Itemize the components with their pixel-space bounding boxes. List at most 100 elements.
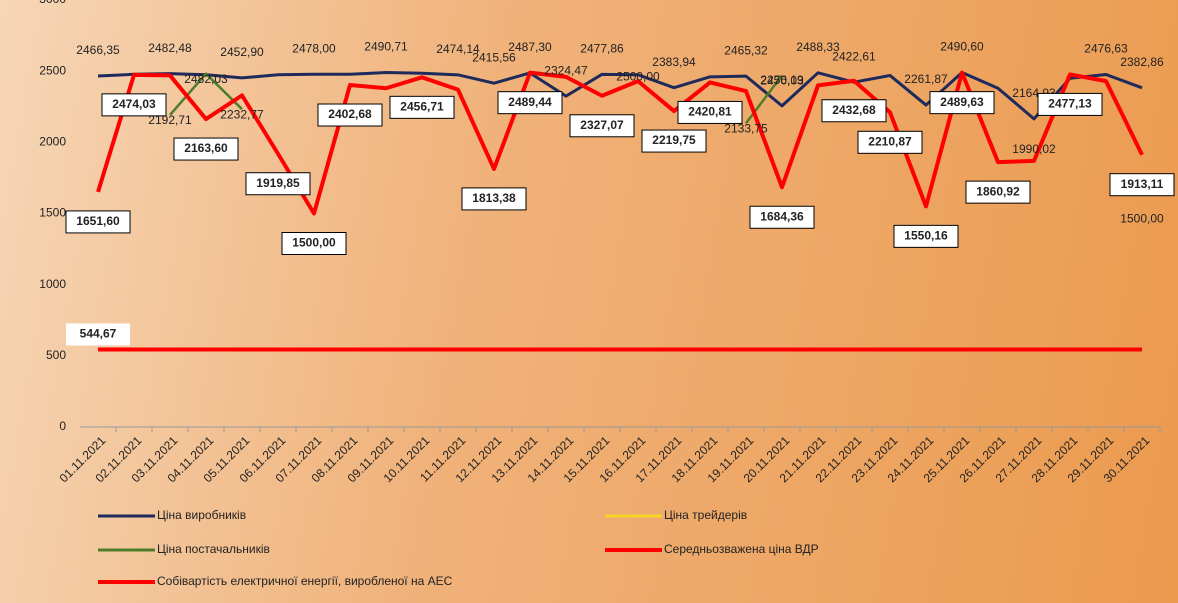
data-label: 1913,11 (1121, 177, 1164, 191)
data-label: 2478,00 (292, 41, 336, 55)
data-label: 2489,63 (940, 95, 984, 109)
label-box (641, 129, 707, 153)
data-label: 544,67 (80, 327, 117, 341)
data-label-box: 2402,68 (317, 103, 383, 127)
legend-label: Середньозважена ціна ВДР (664, 542, 819, 556)
data-label: 2477,86 (580, 41, 624, 55)
data-label-box: 1913,11 (1109, 173, 1175, 197)
label-box (677, 100, 743, 124)
data-label-box: 1919,85 (245, 172, 311, 196)
data-label: 2219,75 (652, 133, 696, 147)
y-tick-label: 1500 (39, 206, 66, 220)
label-box (461, 187, 527, 211)
data-label: 1684,36 (760, 209, 804, 223)
data-label: 2452,90 (220, 45, 264, 59)
data-label: 1990,02 (1012, 142, 1056, 156)
data-label: 1500,00 (1120, 212, 1164, 226)
data-label: 1500,00 (292, 236, 336, 250)
data-label: 2402,68 (328, 107, 372, 121)
legend-label: Ціна постачальників (157, 542, 270, 556)
data-label: 2327,07 (580, 118, 624, 132)
label-box (1109, 173, 1175, 197)
data-label-box: 2327,07 (569, 114, 635, 138)
label-box (1037, 92, 1103, 116)
data-label: 1919,85 (256, 176, 300, 190)
legend-label: Ціна виробників (157, 508, 246, 522)
y-tick-label: 1000 (39, 277, 66, 291)
data-label: 2324,47 (544, 63, 588, 77)
label-box (173, 137, 239, 161)
y-tick-label: 2000 (39, 135, 66, 149)
label-box (389, 95, 455, 119)
data-label: 2232,77 (220, 107, 264, 121)
data-label-box: 1651,60 (65, 210, 131, 234)
data-label: 2261,87 (904, 72, 948, 86)
y-tick-label: 0 (59, 419, 66, 433)
data-label-box: 544,67 (66, 323, 130, 346)
data-label: 2456,71 (400, 100, 444, 114)
data-label-box: 1813,38 (461, 187, 527, 211)
label-box (497, 91, 563, 115)
label-box (929, 91, 995, 115)
data-label: 2415,56 (472, 50, 516, 64)
data-label-box: 1684,36 (749, 205, 815, 229)
data-label: 2465,32 (724, 43, 768, 57)
data-label-box: 1550,16 (893, 224, 959, 248)
data-label: 2383,94 (652, 55, 696, 69)
data-label: 2420,81 (688, 105, 732, 119)
data-label-box: 2474,03 (101, 93, 167, 117)
data-label: 1860,92 (976, 184, 1020, 198)
legend-label: Собівартість електричної енергії, виробл… (157, 574, 453, 588)
label-box (281, 232, 347, 255)
label-box (857, 130, 923, 154)
series-line (96, 70, 1144, 216)
label-box (317, 103, 383, 127)
y-tick-label: 2500 (39, 63, 66, 77)
data-label: 2482,48 (148, 41, 192, 55)
data-label: 2466,35 (76, 43, 120, 57)
label-box (101, 93, 167, 117)
data-label: 2477,13 (1048, 97, 1092, 111)
data-label: 2163,60 (184, 141, 228, 155)
label-box (893, 224, 959, 248)
y-tick-label: 500 (46, 348, 66, 362)
data-label: 2474,14 (436, 42, 480, 56)
data-label: 2474,03 (112, 97, 156, 111)
data-label-box: 2219,75 (641, 129, 707, 153)
data-label: 2192,71 (148, 113, 192, 127)
data-label: 2133,75 (724, 121, 768, 135)
data-label: 2470,03 (760, 74, 804, 88)
data-label-box: 1860,92 (965, 180, 1031, 204)
data-label: 2500,00 (616, 69, 660, 83)
data-label: 2487,30 (508, 40, 552, 54)
data-label: 2476,63 (1084, 42, 1128, 56)
data-label-box: 2489,44 (497, 91, 563, 115)
data-label: 2432,68 (832, 103, 876, 117)
data-label: 1550,16 (904, 229, 948, 243)
data-label: 2422,61 (832, 49, 876, 63)
data-label: 2256,19 (760, 73, 804, 87)
label-box (65, 210, 131, 234)
data-label: 1651,60 (76, 214, 120, 228)
data-label-box: 2489,63 (929, 91, 995, 115)
y-tick-label: 3000 (39, 0, 66, 6)
data-label-box: 2420,81 (677, 100, 743, 124)
data-label-box: 2477,13 (1037, 92, 1103, 116)
data-label: 2489,44 (508, 95, 552, 109)
data-label-box: 2210,87 (857, 130, 923, 154)
label-box (245, 172, 311, 196)
data-label-box: 2432,68 (821, 99, 887, 123)
data-label: 2488,33 (796, 40, 840, 54)
data-label: 2210,87 (868, 134, 912, 148)
label-box (66, 323, 130, 346)
data-label-box: 2163,60 (173, 137, 239, 161)
label-box (821, 99, 887, 123)
data-label: 2482,03 (184, 72, 228, 86)
label-box (965, 180, 1031, 204)
series-line (97, 70, 1143, 121)
data-label-box: 1500,00 (281, 232, 347, 255)
label-box (569, 114, 635, 138)
data-label-box: 2456,71 (389, 95, 455, 119)
data-label: 1813,38 (472, 191, 516, 205)
